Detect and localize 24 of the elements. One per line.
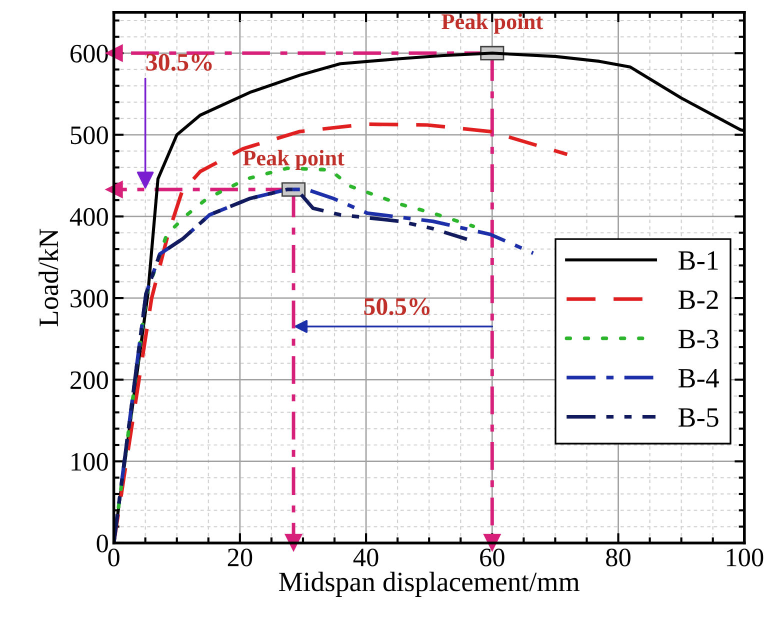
x-axis-title: Midspan displacement/mm [279,572,580,597]
y-tick-label: 200 [70,371,108,390]
x-tick-label: 80 [606,548,630,566]
annotation: 30.5% [146,54,212,71]
annotation: Peak point [442,14,543,34]
y-tick-label: 100 [72,452,108,471]
y-tick-label: 500 [70,126,108,144]
annotation: Peak point [242,150,344,170]
x-tick-label: 20 [228,548,252,566]
x-tick-label: 100 [726,548,764,566]
y-axis-title: Load/kN [38,228,58,326]
y-tick-label: 400 [70,208,108,226]
x-tick-label: 60 [480,548,504,566]
legend-label: B-1 [678,251,718,270]
legend-label: B-4 [678,369,719,388]
annotation: 50.5% [364,298,430,316]
y-tick-label: 600 [70,44,108,63]
legend-label: B-5 [678,408,718,427]
x-tick-label: 0 [108,548,120,566]
y-tick-label: 300 [70,290,108,308]
x-tick-label: 40 [353,548,378,566]
legend-label: B-2 [678,290,718,309]
y-tick-label: 0 [96,534,108,552]
legend-label: B-3 [678,330,718,348]
